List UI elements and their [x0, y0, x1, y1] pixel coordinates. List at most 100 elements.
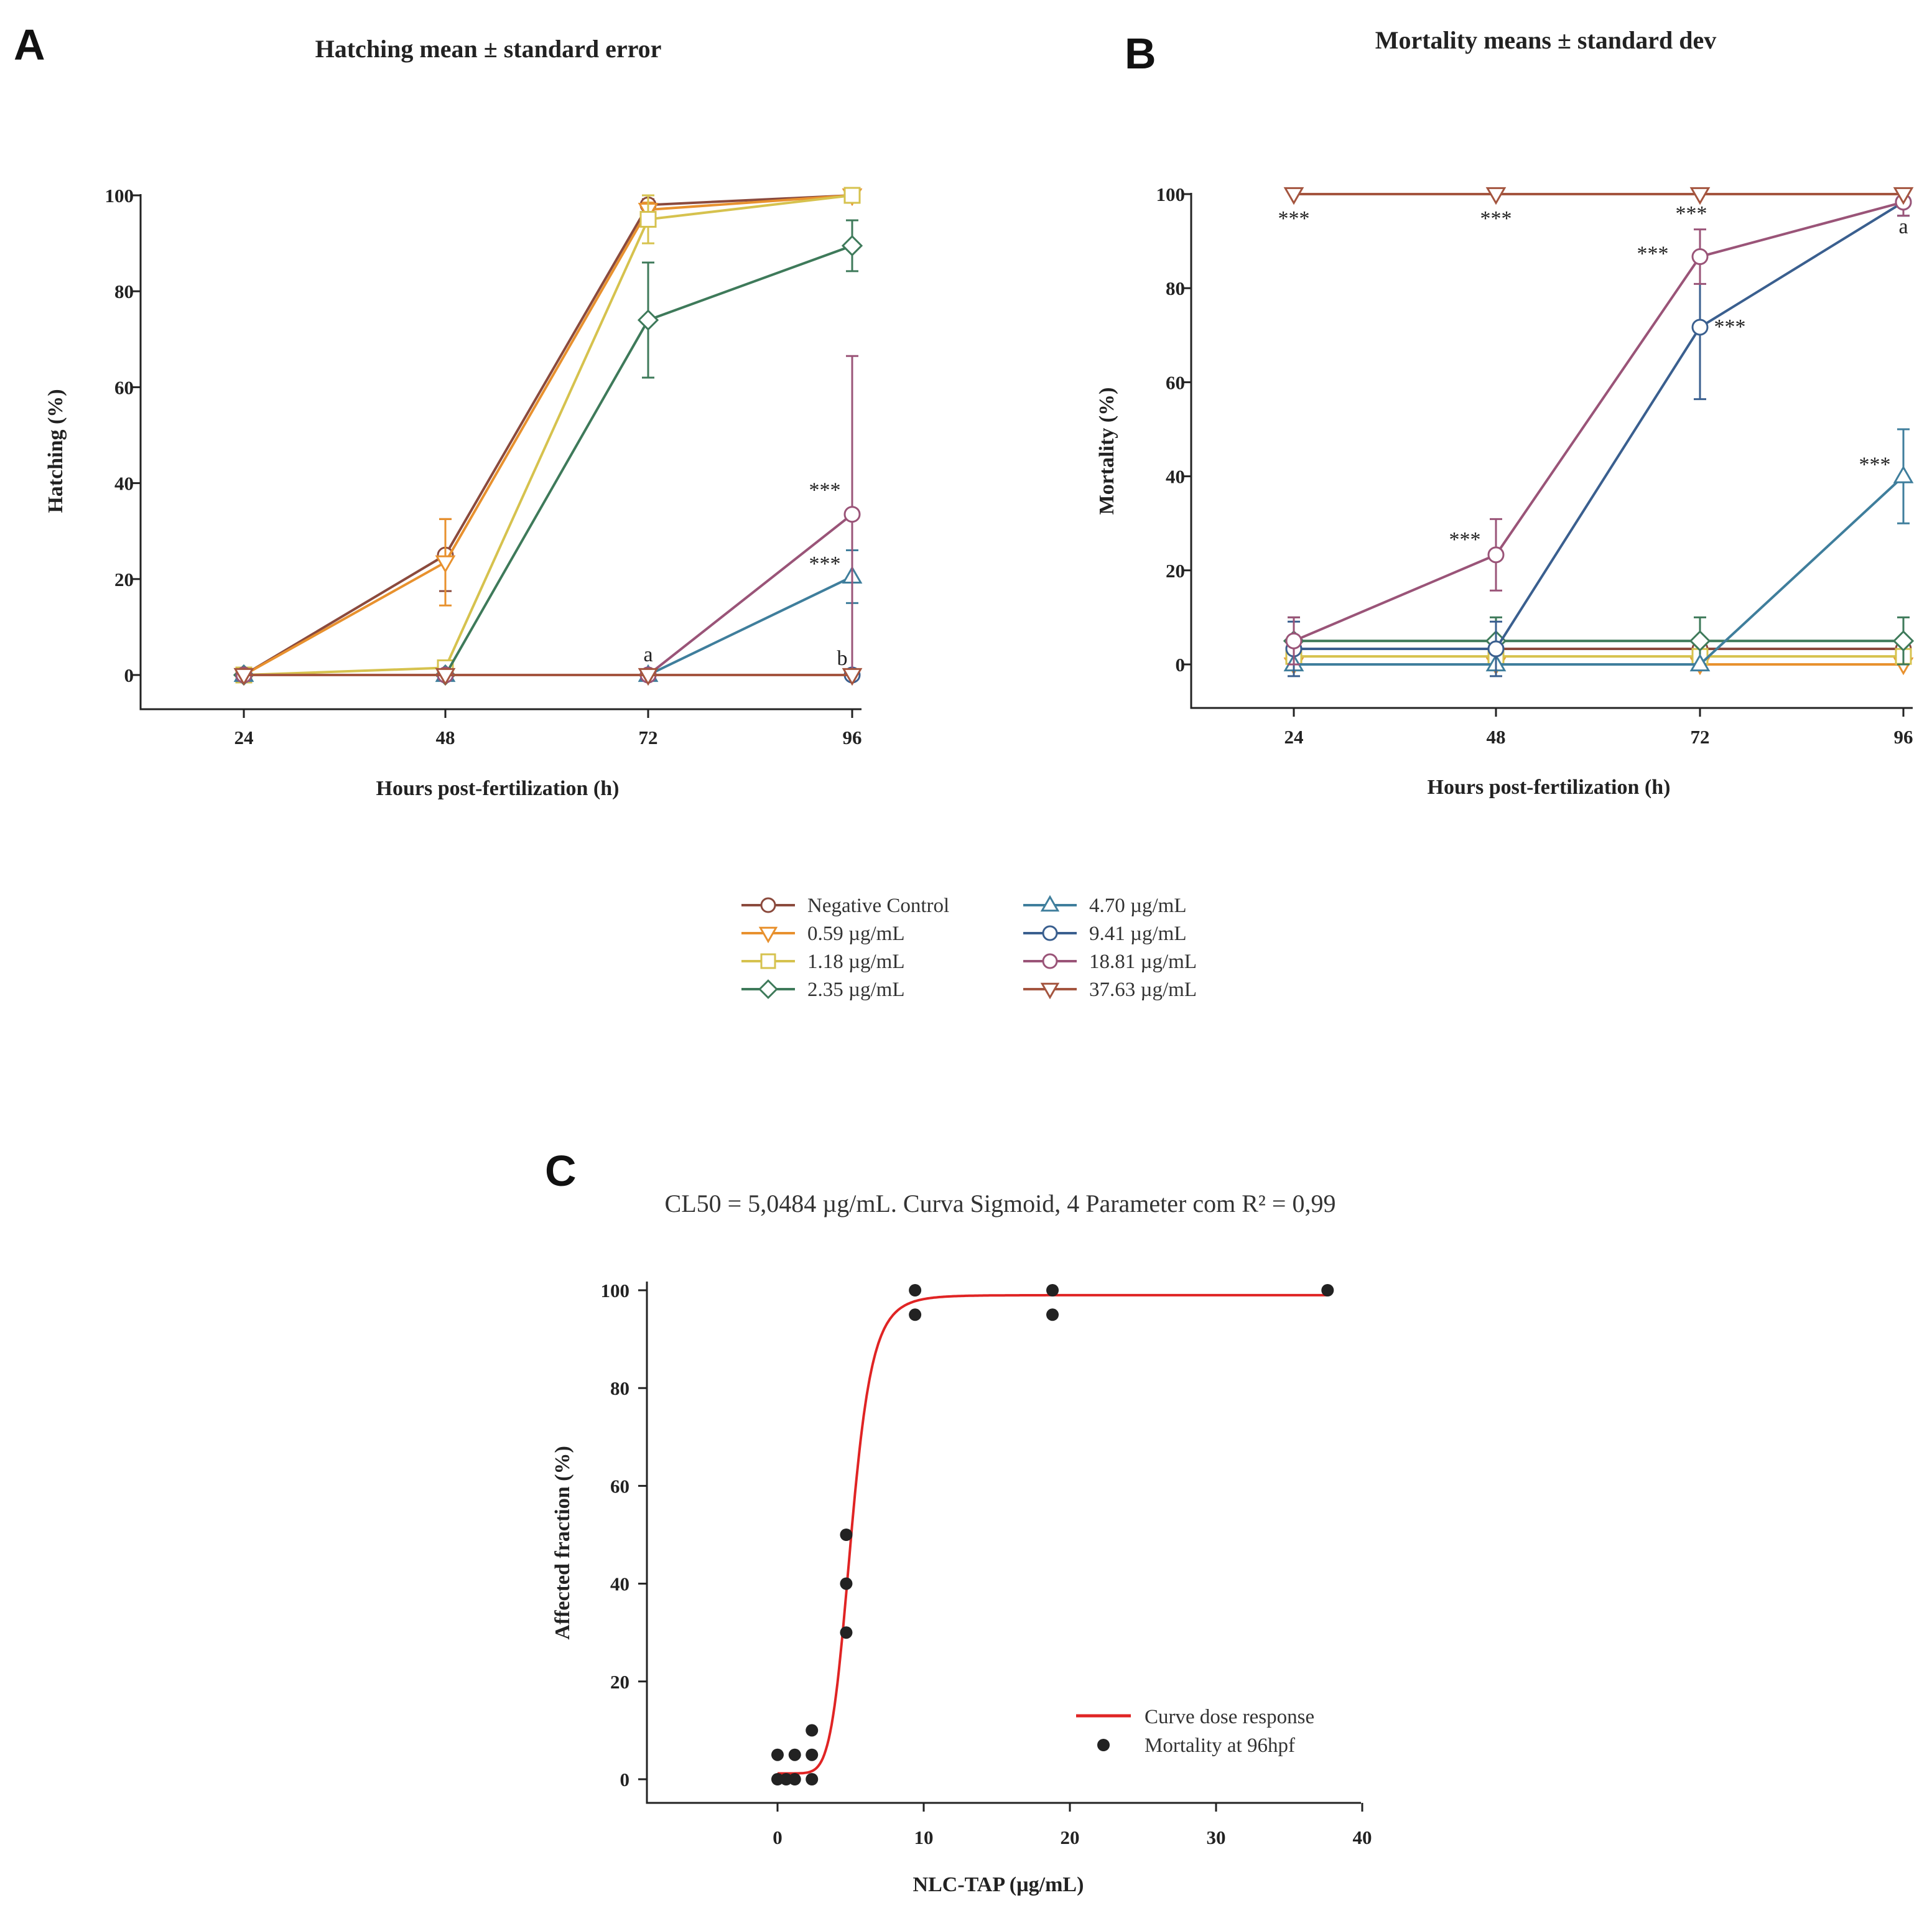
- y-tick-label: 60: [610, 1475, 629, 1497]
- data-point-marker: [841, 235, 863, 257]
- series-4-70-ug-ml: [233, 549, 863, 682]
- panel-b-y-axis-label: Mortality (%): [1095, 388, 1118, 515]
- legend-item-0-59-ug-ml: 0.59 µg/mL: [741, 923, 905, 945]
- panel-a-hatching-chart: A Hatching mean ± standard error 0 20 40 60…: [14, 21, 863, 800]
- legend-marker-swatch: [760, 897, 776, 913]
- series-2-35-ug-ml: [233, 219, 863, 686]
- legend-point-swatch: [1097, 1739, 1110, 1751]
- panel-a-plot-area: a b *** ***: [233, 187, 863, 686]
- x-tick-label: 48: [1487, 726, 1506, 748]
- panel-b-y-ticks: 0 20 40 60 80 100: [1156, 184, 1191, 676]
- series-18-81-ug-ml: [1285, 187, 1912, 666]
- y-tick-label: 40: [610, 1573, 629, 1595]
- legend-item-4-70-ug-ml: 4.70 µg/mL: [1023, 895, 1187, 917]
- x-tick-label: 72: [639, 727, 658, 748]
- mortality-point: [788, 1748, 801, 1761]
- mortality-point: [806, 1773, 819, 1785]
- legend-label: 37.63 µg/mL: [1089, 979, 1197, 1001]
- legend-item-18-81-ug-ml: 18.81 µg/mL: [1023, 951, 1197, 973]
- panel-c-axes: [646, 1282, 1361, 1804]
- y-tick-label: 80: [114, 281, 134, 302]
- x-tick-label: 0: [773, 1827, 783, 1848]
- x-tick-label: 48: [436, 727, 455, 748]
- panel-c-title: CL50 = 5,0484 µg/mL. Curva Sigmoid, 4 Pa…: [665, 1189, 1336, 1217]
- panel-a-title: Hatching mean ± standard error: [315, 35, 662, 63]
- y-tick-label: 100: [105, 185, 134, 207]
- y-tick-label: 80: [1166, 277, 1185, 299]
- significance-annotation: ***: [1278, 207, 1310, 230]
- y-tick-label: 0: [620, 1769, 630, 1790]
- data-point-marker: [1893, 187, 1914, 205]
- legend-label: 0.59 µg/mL: [807, 923, 905, 945]
- panel-a-y-axis-label: Hatching (%): [44, 389, 67, 513]
- series-line: [244, 575, 853, 676]
- significance-annotation: ***: [1676, 202, 1707, 225]
- data-point-marker: [842, 668, 863, 686]
- significance-annotation: ***: [1480, 207, 1512, 230]
- series-18-81-ug-ml: [235, 355, 861, 684]
- legend-label: 1.18 µg/mL: [807, 951, 905, 973]
- series-line: [243, 194, 853, 676]
- legend-item-negative-control: Negative Control: [741, 895, 949, 917]
- data-point-marker: [638, 668, 659, 686]
- x-tick-label: 24: [1284, 726, 1304, 748]
- data-point-marker: [1285, 632, 1303, 649]
- x-tick-label: 10: [914, 1827, 934, 1848]
- series-legend: Negative Control 0.59 µg/mL 1.18 µg/mL 2.35…: [741, 895, 1197, 1001]
- mortality-point: [779, 1773, 792, 1785]
- data-point-marker: [637, 309, 659, 331]
- legend-marker-swatch: [760, 953, 776, 969]
- mortality-point: [909, 1284, 922, 1296]
- mortality-point: [840, 1626, 853, 1639]
- data-point-marker: [639, 211, 657, 228]
- series-negative-control: [235, 187, 861, 684]
- series-line: [1294, 201, 1905, 651]
- panel-b-axes: [1190, 193, 1913, 709]
- panel-c-y-ticks: 0 20 40 60 80 100: [601, 1280, 647, 1790]
- data-point-marker: [1689, 187, 1711, 205]
- series-0-59-ug-ml: [233, 188, 863, 686]
- panel-c-legend: Curve dose response Mortality at 96hpf: [1076, 1706, 1314, 1757]
- y-tick-label: 20: [1166, 560, 1185, 582]
- mortality-point: [771, 1773, 784, 1785]
- panel-a-y-ticks: 0 20 40 60 80 100: [105, 185, 141, 686]
- x-tick-label: 24: [235, 727, 254, 748]
- y-tick-label: 60: [1166, 371, 1185, 393]
- mortality-point: [1321, 1284, 1334, 1296]
- mortality-point: [840, 1529, 853, 1541]
- series-1-18-ug-ml: [1285, 648, 1912, 665]
- legend-item-2-35-ug-ml: 2.35 µg/mL: [741, 979, 905, 1001]
- legend-marker-swatch: [1040, 895, 1060, 912]
- legend-curve-label: Curve dose response: [1145, 1706, 1314, 1728]
- legend-label: 4.70 µg/mL: [1089, 895, 1187, 917]
- legend-marker-swatch: [1042, 925, 1058, 941]
- series-0-59-ug-ml: [1283, 657, 1914, 676]
- y-tick-label: 20: [610, 1671, 629, 1693]
- panel-a-x-ticks: 24 48 72 96: [235, 709, 862, 748]
- mortality-point: [1046, 1308, 1059, 1321]
- legend-marker-swatch: [758, 926, 778, 944]
- legend-item-37-63-ug-ml: 37.63 µg/mL: [1023, 979, 1197, 1001]
- panel-b-mortality-chart: B Mortality means ± standard dev 0 20 40 60…: [1095, 26, 1915, 799]
- x-tick-label: 20: [1061, 1827, 1080, 1848]
- data-point-marker: [435, 555, 456, 574]
- legend-label: 9.41 µg/mL: [1089, 923, 1187, 945]
- series-line: [243, 194, 853, 676]
- data-point-marker: [233, 668, 254, 686]
- mortality-point: [840, 1577, 853, 1590]
- panel-b-x-axis-label: Hours post-fertilization (h): [1428, 776, 1671, 799]
- panel-b-title: Mortality means ± standard dev: [1375, 26, 1717, 54]
- panel-c-x-axis-label: NLC-TAP (µg/mL): [913, 1873, 1084, 1896]
- y-tick-label: 0: [124, 664, 134, 686]
- legend-label: 18.81 µg/mL: [1089, 951, 1197, 973]
- significance-annotation: ***: [1714, 315, 1746, 338]
- panel-c-plot-area: [771, 1284, 1334, 1785]
- legend-marker-swatch: [758, 979, 778, 999]
- series-line: [244, 244, 853, 676]
- data-point-marker: [1892, 630, 1915, 652]
- x-tick-label: 96: [1894, 726, 1913, 748]
- significance-annotation: ***: [809, 552, 841, 575]
- significance-annotation: ***: [1859, 454, 1891, 477]
- y-tick-label: 20: [114, 569, 134, 590]
